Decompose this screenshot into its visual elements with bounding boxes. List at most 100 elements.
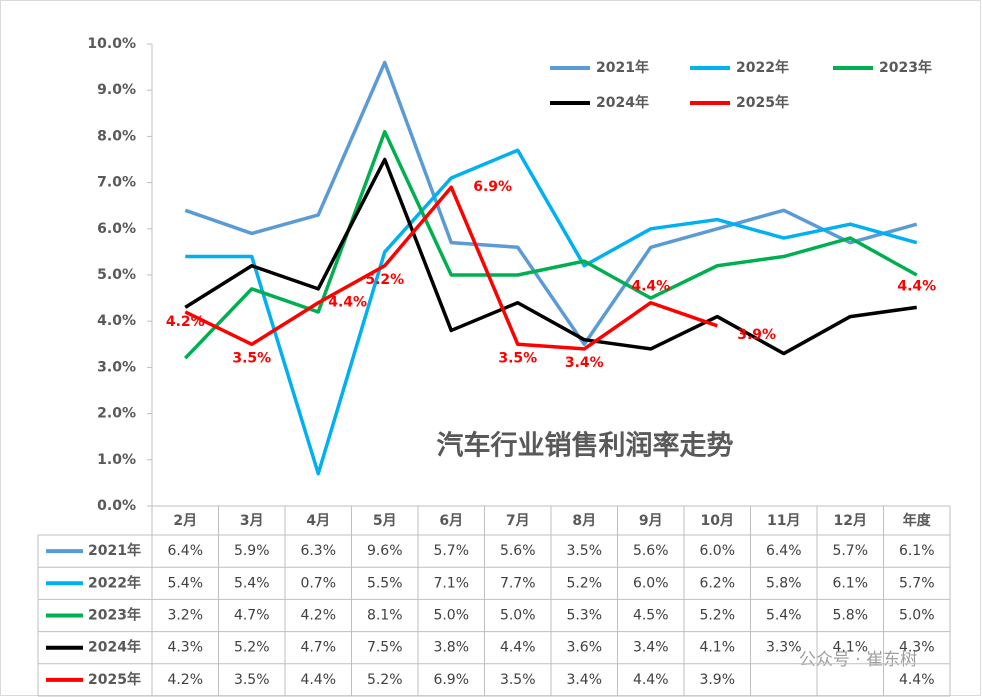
table-cell: 4.1%: [832, 640, 868, 656]
x-tick-label: 10月: [701, 513, 734, 529]
table-cell: 5.8%: [766, 575, 802, 591]
y-tick-label: 6.0%: [97, 221, 136, 237]
table-series-name: 2024年: [88, 639, 141, 656]
table-cell: 3.4%: [633, 640, 669, 656]
table-cell: 4.7%: [300, 640, 336, 656]
table-cell: 5.2%: [367, 672, 403, 688]
table-cell: 4.4%: [633, 672, 669, 688]
y-tick-label: 2.0%: [97, 406, 136, 422]
y-tick-label: 10.0%: [87, 36, 136, 52]
table-cell: 5.2%: [566, 575, 602, 591]
table-cell: 6.1%: [832, 575, 868, 591]
table-cell: 4.4%: [300, 672, 336, 688]
x-tick-label: 7月: [506, 513, 530, 529]
table-cell: 3.8%: [433, 640, 469, 656]
legend-label: 2025年: [736, 94, 789, 111]
table-cell: 4.4%: [500, 640, 536, 656]
table-cell: 5.7%: [433, 543, 469, 559]
x-tick-label: 年度: [903, 512, 932, 529]
table-series-name: 2025年: [88, 671, 141, 688]
table-cell: 3.5%: [566, 543, 602, 559]
table-cell: 7.7%: [500, 575, 536, 591]
table-cell: 4.3%: [899, 640, 935, 656]
data-label: 4.4%: [328, 295, 367, 311]
table-cell: 4.7%: [234, 608, 270, 624]
x-tick-label: 9月: [639, 513, 663, 529]
table-cell: 3.2%: [167, 608, 203, 624]
table-cell: 5.0%: [433, 608, 469, 624]
table-cell: 7.1%: [433, 575, 469, 591]
series-line: [184, 60, 918, 347]
data-label: 4.4%: [631, 279, 670, 295]
data-label: 5.2%: [365, 272, 404, 288]
x-tick-label: 11月: [767, 513, 800, 529]
data-label: 3.9%: [737, 327, 776, 343]
data-label: 4.2%: [166, 314, 205, 330]
x-tick-label: 12月: [834, 513, 867, 529]
table-cell: 6.0%: [633, 575, 669, 591]
table-cell: 6.3%: [300, 543, 336, 559]
table-cell: 5.0%: [899, 608, 935, 624]
legend-label: 2022年: [736, 59, 789, 76]
table-cell: 5.4%: [234, 575, 270, 591]
data-label: 6.9%: [473, 179, 512, 195]
table-cell: 3.5%: [234, 672, 270, 688]
table-cell: 3.3%: [766, 640, 802, 656]
y-tick-label: 1.0%: [97, 452, 136, 468]
legend-label: 2021年: [596, 59, 649, 76]
series-line: [184, 157, 917, 356]
legend-label: 2023年: [879, 59, 932, 76]
table-cell: 3.9%: [699, 672, 735, 688]
table-cell: 4.1%: [699, 640, 735, 656]
table-cell: 5.4%: [766, 608, 802, 624]
table-cell: 6.9%: [433, 672, 469, 688]
y-tick-label: 4.0%: [97, 313, 136, 329]
data-label: 3.4%: [565, 355, 604, 371]
data-label: 3.5%: [498, 350, 537, 366]
table-cell: 6.4%: [766, 543, 802, 559]
table-cell: 6.1%: [899, 543, 935, 559]
x-tick-label: 5月: [373, 513, 397, 529]
table-cell: 6.0%: [699, 543, 735, 559]
table-cell: 5.4%: [167, 575, 203, 591]
y-tick-label: 9.0%: [97, 82, 136, 98]
x-tick-label: 3月: [240, 513, 264, 529]
table-cell: 5.2%: [699, 608, 735, 624]
table-cell: 5.9%: [234, 543, 270, 559]
y-tick-label: 0.0%: [97, 498, 136, 514]
y-tick-label: 8.0%: [97, 128, 136, 144]
table-series-name: 2021年: [88, 542, 141, 559]
series-line: [184, 185, 718, 351]
table-cell: 5.7%: [899, 575, 935, 591]
table-cell: 5.7%: [832, 543, 868, 559]
table-cell: 4.3%: [167, 640, 203, 656]
series-line: [185, 148, 918, 476]
table-cell: 3.6%: [566, 640, 602, 656]
table-cell: 4.2%: [167, 672, 203, 688]
x-tick-label: 4月: [306, 513, 330, 529]
x-tick-label: 6月: [439, 513, 463, 529]
table-cell: 5.3%: [566, 608, 602, 624]
table-cell: 6.4%: [167, 543, 203, 559]
table-cell: 7.5%: [367, 640, 403, 656]
table-series-name: 2023年: [88, 607, 141, 624]
table-cell: 8.1%: [367, 608, 403, 624]
data-label: 3.5%: [232, 350, 271, 366]
table-cell: 4.2%: [300, 608, 336, 624]
y-tick-label: 3.0%: [97, 359, 136, 375]
table-cell: 3.5%: [500, 672, 536, 688]
table-series-name: 2022年: [88, 574, 141, 591]
watermark: 公众号 · 崔东树: [799, 650, 917, 670]
legend-label: 2024年: [596, 94, 649, 111]
table-cell: 5.5%: [367, 575, 403, 591]
chart-title: 汽车行业销售利润率走势: [437, 430, 734, 462]
table-cell: 5.8%: [832, 608, 868, 624]
table-cell: 4.5%: [633, 608, 669, 624]
data-label: 4.4%: [897, 279, 936, 295]
y-tick-label: 7.0%: [97, 175, 136, 191]
y-tick-label: 5.0%: [97, 267, 136, 283]
table-cell: 5.2%: [234, 640, 270, 656]
table-cell: 3.4%: [566, 672, 602, 688]
